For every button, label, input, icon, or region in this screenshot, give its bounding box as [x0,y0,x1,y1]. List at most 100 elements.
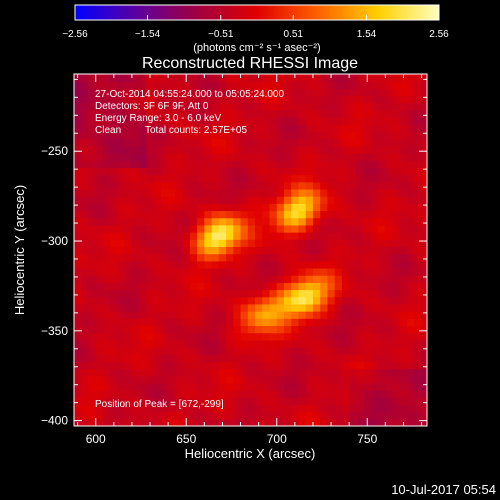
heatmap-cell [160,397,169,406]
heatmap-cell [262,102,271,111]
heatmap-cell [385,390,394,398]
heatmap-cell [276,95,285,104]
heatmap-cell [81,390,90,398]
heatmap-cell [240,382,249,391]
heatmap-cell [341,95,350,104]
heatmap-cell [283,253,292,262]
heatmap-cell [247,339,256,348]
heatmap-cell [160,404,169,413]
heatmap-image [74,74,427,426]
heatmap-cell [247,318,256,327]
heatmap-cell [356,404,365,413]
heatmap-cell [312,131,321,140]
heatmap-cell [182,203,191,212]
heatmap-cell [88,74,97,82]
heatmap-cell [255,109,263,118]
heatmap-cell [211,253,220,262]
heatmap-cell [131,95,140,104]
heatmap-cell [378,253,386,262]
heatmap-cell [349,368,357,377]
heatmap-cell [283,160,292,168]
heatmap-cell [341,318,350,327]
heatmap-cell [392,260,401,269]
heatmap-cell [182,102,191,111]
heatmap-cell [146,160,155,168]
heatmap-cell [305,253,314,262]
heatmap-cell [262,253,271,262]
heatmap-cell [305,95,314,104]
heatmap-cell [421,411,427,420]
heatmap-cell [421,160,427,168]
heatmap-cell [226,131,234,140]
heatmap-cell [255,81,263,89]
heatmap-cell [88,232,97,240]
heatmap-cell [124,181,133,190]
heatmap-cell [131,138,140,147]
heatmap-cell [421,296,427,305]
heatmap-cell [160,289,169,298]
heatmap-cell [233,325,242,334]
heatmap-cell [291,81,300,89]
heatmap-cell [334,332,343,341]
total-counts-text: Total counts: 2.57E+05 [145,125,247,136]
heatmap-cell [399,303,408,312]
heatmap-cell [124,109,133,118]
heatmap-cell [160,418,169,426]
heatmap-cell [182,253,191,262]
heatmap-cell [95,260,104,269]
heatmap-cell [124,397,133,406]
heatmap-cell [305,260,314,269]
heatmap-cell [131,332,140,341]
heatmap-cell [204,174,213,183]
heatmap-cell [291,95,300,104]
heatmap-cell [327,354,336,362]
heatmap-cell [414,375,423,384]
heatmap-cell [320,81,329,89]
heatmap-cell [320,267,329,276]
heatmap-cell [117,411,126,420]
heatmap-cell [117,239,126,248]
heatmap-cell [291,102,300,111]
heatmap-cell [131,318,140,327]
heatmap-cell [349,390,357,398]
heatmap-cell [95,418,104,426]
heatmap-cell [124,260,133,269]
heatmap-cell [255,217,263,226]
heatmap-cell [385,311,394,319]
heatmap-cell [247,217,256,226]
heatmap-cell [153,153,162,161]
heatmap-cell [117,325,126,334]
heatmap-cell [95,153,104,161]
heatmap-cell [341,145,350,154]
heatmap-cell [356,203,365,212]
heatmap-cell [356,210,365,219]
heatmap-cell [218,339,227,348]
heatmap-cell [88,124,97,133]
heatmap-cell [139,303,148,312]
heatmap-cell [117,397,126,406]
heatmap-cell [204,188,213,197]
heatmap-cell [320,167,329,176]
heatmap-cell [385,160,394,168]
heatmap-cell [305,397,314,406]
method-text: Clean [95,125,121,136]
heatmap-cell [320,318,329,327]
heatmap-cell [298,203,307,212]
heatmap-cell [269,210,278,219]
heatmap-cell [291,390,300,398]
heatmap-cell [160,181,169,190]
heatmap-cell [110,224,119,233]
heatmap-cell [189,397,198,406]
heatmap-cell [95,224,104,233]
heatmap-cell [102,232,111,240]
heatmap-cell [276,131,285,140]
heatmap-cell [378,346,386,355]
heatmap-cell [370,311,379,319]
heatmap-cell [349,246,357,255]
heatmap-cell [95,203,104,212]
heatmap-cell [378,303,386,312]
heatmap-cell [81,217,90,226]
heatmap-cell [312,404,321,413]
heatmap-cell [175,167,184,176]
heatmap-cell [320,282,329,291]
